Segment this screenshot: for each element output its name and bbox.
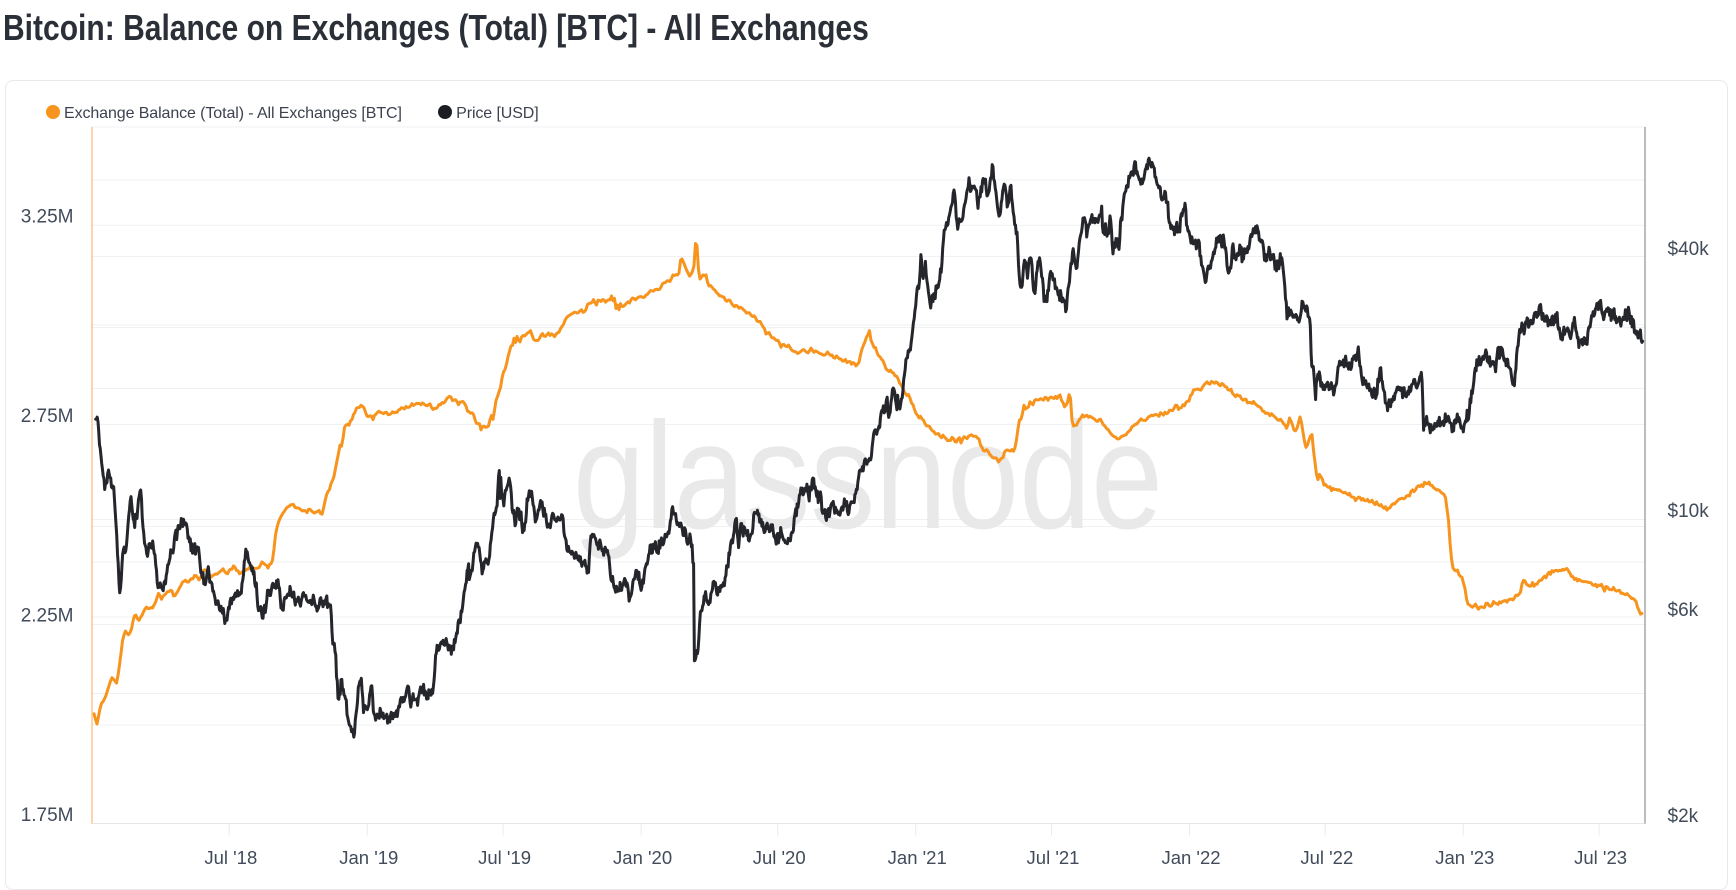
svg-text:Jan '23: Jan '23 [1435,847,1494,868]
svg-text:Jul '22: Jul '22 [1300,847,1353,868]
svg-text:1.75M: 1.75M [21,805,74,826]
svg-text:Jul '23: Jul '23 [1574,847,1627,868]
svg-text:Jul '20: Jul '20 [753,847,806,868]
svg-text:$6k: $6k [1668,600,1699,621]
svg-text:Jul '19: Jul '19 [478,847,531,868]
svg-text:Jan '22: Jan '22 [1161,847,1220,868]
svg-text:glassnode: glassnode [573,391,1163,561]
svg-text:2.75M: 2.75M [21,406,74,427]
svg-text:3.25M: 3.25M [21,206,74,227]
svg-text:Jul '18: Jul '18 [204,847,257,868]
svg-text:2.25M: 2.25M [21,606,74,627]
svg-text:$2k: $2k [1668,806,1699,827]
svg-text:$40k: $40k [1668,239,1710,260]
svg-text:Jul '21: Jul '21 [1027,847,1080,868]
svg-text:$10k: $10k [1668,501,1710,522]
svg-text:Jan '19: Jan '19 [339,847,398,868]
svg-text:Jan '21: Jan '21 [888,847,947,868]
svg-text:Jan '20: Jan '20 [613,847,672,868]
